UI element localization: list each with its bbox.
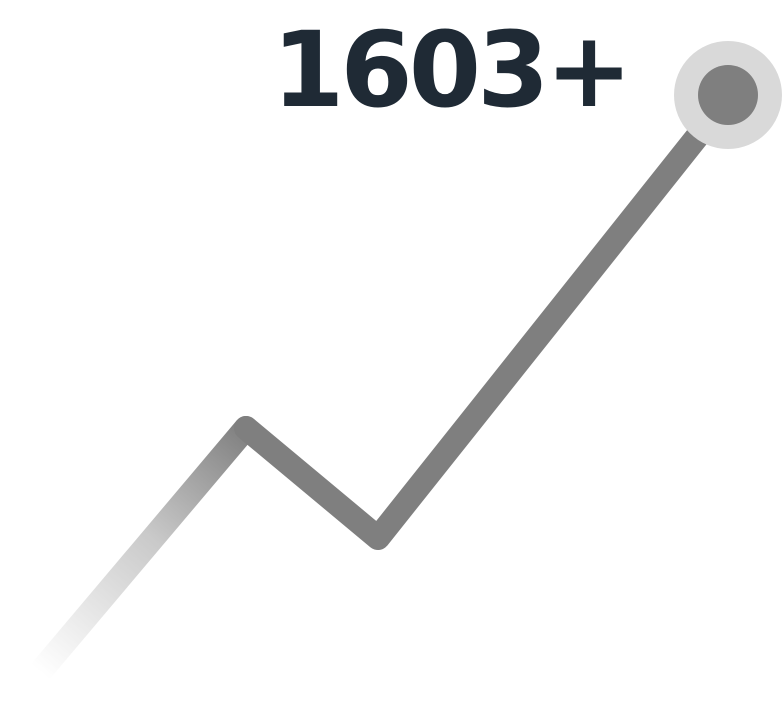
stat-value: 1603+: [272, 9, 633, 131]
trend-line-main-segment: [234, 86, 740, 550]
trend-end-marker: [698, 65, 758, 125]
trend-line-fade-segment: [28, 416, 258, 684]
